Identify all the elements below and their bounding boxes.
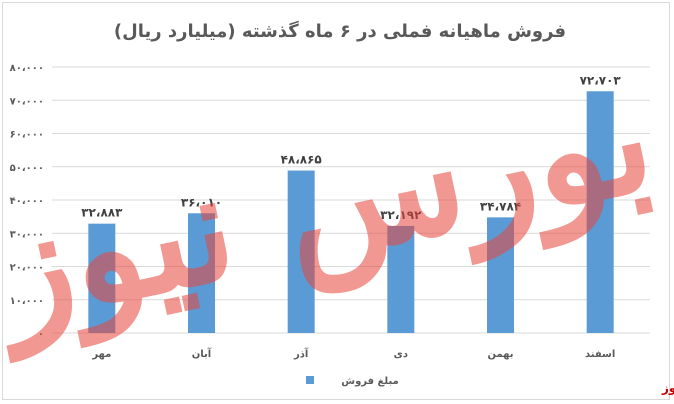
watermark-logo: بورس نیوز — [0, 48, 668, 363]
data-label: ۳۲،۸۸۳ — [81, 206, 123, 220]
legend-label: مبلغ فروش — [341, 376, 398, 387]
y-tick-label: ۲۰،۰۰۰ — [10, 263, 44, 274]
y-tick-label: ۸۰،۰۰۰ — [10, 63, 44, 74]
category-label: مهر — [91, 349, 111, 360]
data-label: ۳۶،۰۱۰ — [181, 195, 222, 209]
y-tick-label: ۶۰،۰۰۰ — [10, 130, 44, 141]
data-label: ۳۲،۱۹۲ — [380, 208, 422, 222]
brand-label: بورس نیوز — [661, 381, 674, 396]
category-label: بهمن — [487, 349, 513, 360]
bar — [188, 213, 215, 333]
chart-frame — [2, 2, 670, 400]
category-label: دی — [394, 349, 408, 360]
legend: مبلغ فروش — [306, 376, 399, 387]
data-label: ۳۴،۷۸۴ — [480, 199, 521, 213]
data-label: ۴۸،۸۶۵ — [281, 153, 322, 167]
category-label: آذر — [293, 347, 309, 360]
y-tick-label: ۵۰،۰۰۰ — [10, 163, 44, 174]
y-tick-label: ۰ — [38, 329, 44, 340]
category-label: آبان — [192, 347, 212, 360]
y-tick-label: ۳۰،۰۰۰ — [10, 229, 44, 240]
y-tick-label: ۱۰،۰۰۰ — [10, 296, 44, 307]
category-label: اسفند — [585, 349, 615, 360]
bar — [287, 170, 315, 333]
bar — [387, 225, 415, 333]
y-axis-ticks: ۰ ۱۰،۰۰۰ ۲۰،۰۰۰ ۳۰،۰۰۰ ۴۰،۰۰۰ ۵۰،۰۰۰ ۶۰،۰۰۰ ۷۰،… — [10, 63, 44, 340]
chart-title: فروش ماهیانه فملی در ۶ ماه گذشته (میلیار… — [114, 20, 566, 42]
watermark-text: بورس نیوز — [0, 48, 668, 363]
x-axis-categories: مهر آبان آذر دی بهمن اسفند — [91, 347, 615, 360]
y-tick-label: ۷۰،۰۰۰ — [10, 96, 44, 107]
gridlines — [52, 66, 650, 334]
bars: ۳۲،۸۸۳ ۳۶،۰۱۰ ۴۸،۸۶۵ ۳۲،۱۹۲ ۳۴،۷۸۴ ۷۲،۷۰۳ — [81, 73, 621, 333]
bar — [586, 91, 614, 333]
data-label: ۷۲،۷۰۳ — [580, 73, 622, 87]
legend-swatch — [306, 376, 314, 384]
y-tick-label: ۴۰،۰۰۰ — [10, 196, 44, 207]
bar — [88, 223, 116, 333]
bar — [487, 217, 514, 333]
